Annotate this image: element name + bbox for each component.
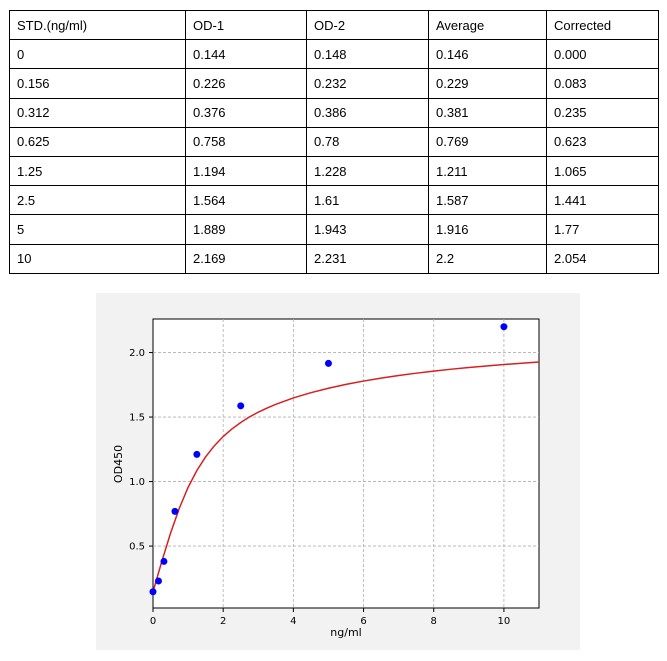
data-point — [237, 402, 245, 410]
table-cell: 0.625 — [9, 126, 186, 157]
table-header-cell: OD-2 — [306, 9, 429, 41]
table-row: 0 0.144 0.148 0.146 0.000 — [9, 39, 659, 70]
table-cell: 1.194 — [185, 155, 307, 187]
x-tick-label: 4 — [290, 616, 296, 627]
y-tick-label: 1.5 — [129, 413, 145, 424]
table-cell: 0.000 — [546, 39, 659, 70]
table-header-row: STD.(ng/ml) OD-1 OD-2 Average Corrected — [9, 9, 659, 41]
table-cell: 0.144 — [185, 39, 307, 70]
chart-panel: 0 2 4 6 8 10 0.5 1.0 1.5 2.0 ng/ml OD450 — [96, 293, 580, 650]
table-cell: 0.226 — [185, 68, 307, 99]
table-cell: 0.312 — [9, 97, 186, 128]
fit-curve-layer — [152, 361, 540, 592]
x-tick-label: 6 — [360, 616, 366, 627]
table-cell: 1.065 — [546, 155, 659, 187]
table-row: 5 1.889 1.943 1.916 1.77 — [9, 214, 659, 245]
table-cell: 1.61 — [306, 185, 429, 216]
table-cell: 2.231 — [306, 243, 429, 274]
table-cell: 0.146 — [428, 39, 547, 70]
table-row: 0.156 0.226 0.232 0.229 0.083 — [9, 68, 659, 99]
table-cell: 0.78 — [306, 126, 429, 157]
fit-curve-line — [152, 361, 540, 592]
data-points-layer — [149, 323, 508, 596]
table-cell: 0.623 — [546, 126, 659, 157]
grid-lines — [153, 319, 539, 608]
data-point — [324, 359, 332, 367]
table-cell: 0.386 — [306, 97, 429, 128]
data-point — [160, 557, 168, 565]
table-cell: 1.564 — [185, 185, 307, 216]
table-cell: 1.943 — [306, 214, 429, 245]
table-header-cell: Average — [428, 9, 547, 41]
x-tick-label: 8 — [431, 616, 437, 627]
x-tick-label: 2 — [220, 616, 226, 627]
table-cell: 10 — [9, 243, 186, 274]
y-tick-label: 1.0 — [129, 477, 145, 488]
table-header-cell: OD-1 — [185, 9, 307, 41]
table-row: 2.5 1.564 1.61 1.587 1.441 — [9, 185, 659, 216]
x-tick-label: 10 — [498, 616, 511, 627]
x-tick-label: 0 — [150, 616, 156, 627]
table-cell: 1.916 — [428, 214, 547, 245]
data-point — [500, 323, 508, 331]
standard-curve-table: STD.(ng/ml) OD-1 OD-2 Average Corrected 0 0.14… — [9, 9, 659, 274]
plot-area — [152, 318, 540, 609]
table-cell: 0.769 — [428, 126, 547, 157]
table-cell: 1.25 — [9, 155, 186, 187]
table-cell: 2.5 — [9, 185, 186, 216]
axis-ticks: 0 2 4 6 8 10 0.5 1.0 1.5 2.0 — [129, 348, 510, 627]
table-header-cell: Corrected — [546, 9, 659, 41]
table-row: 10 2.169 2.231 2.2 2.054 — [9, 243, 659, 274]
data-point — [193, 450, 201, 458]
table-header-cell: STD.(ng/ml) — [9, 9, 186, 41]
table-row: 0.625 0.758 0.78 0.769 0.623 — [9, 126, 659, 157]
y-tick-label: 2.0 — [129, 348, 145, 359]
table-cell: 1.441 — [546, 185, 659, 216]
table-cell: 2.054 — [546, 243, 659, 274]
table-cell: 0.235 — [546, 97, 659, 128]
standard-curve-chart: 0 2 4 6 8 10 0.5 1.0 1.5 2.0 ng/ml OD450 — [112, 318, 540, 639]
table-cell: 0.083 — [546, 68, 659, 99]
table-cell: 0 — [9, 39, 186, 70]
table-cell: 2.2 — [428, 243, 547, 274]
table-cell: 0.156 — [9, 68, 186, 99]
table-cell: 5 — [9, 214, 186, 245]
table-row: 1.25 1.194 1.228 1.211 1.065 — [9, 155, 659, 187]
table-cell: 0.148 — [306, 39, 429, 70]
table-cell: 0.758 — [185, 126, 307, 157]
table-cell: 0.376 — [185, 97, 307, 128]
table-cell: 0.232 — [306, 68, 429, 99]
table-cell: 1.77 — [546, 214, 659, 245]
x-axis-label: ng/ml — [330, 626, 361, 639]
table-cell: 0.381 — [428, 97, 547, 128]
data-point — [154, 577, 162, 585]
table-row: 0.312 0.376 0.386 0.381 0.235 — [9, 97, 659, 128]
table-cell: 2.169 — [185, 243, 307, 274]
y-tick-label: 0.5 — [129, 542, 145, 553]
table-cell: 1.228 — [306, 155, 429, 187]
data-point — [171, 507, 179, 515]
table-cell: 1.889 — [185, 214, 307, 245]
table-cell: 0.229 — [428, 68, 547, 99]
y-axis-label: OD450 — [112, 445, 125, 483]
table-cell: 1.211 — [428, 155, 547, 187]
table-cell: 1.587 — [428, 185, 547, 216]
data-point — [149, 588, 157, 596]
